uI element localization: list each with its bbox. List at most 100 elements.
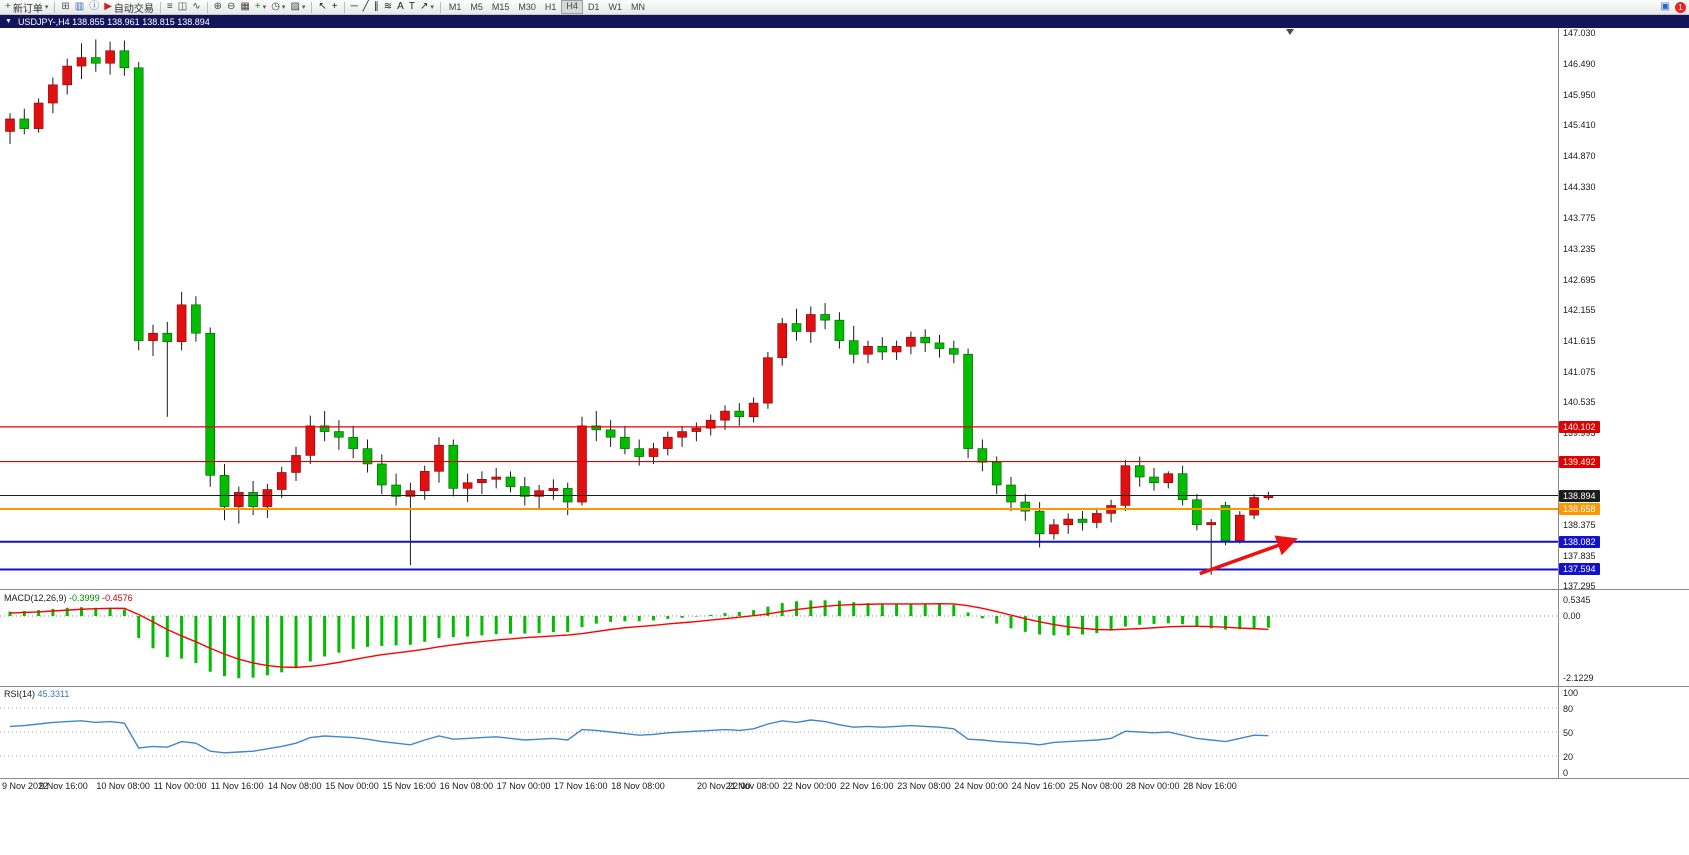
macd-signal-value: -0.4576 bbox=[102, 593, 133, 603]
price-axis-label: 147.030 bbox=[1563, 28, 1596, 39]
chevron-down-icon[interactable]: ▾ bbox=[281, 4, 286, 11]
price-axis-border bbox=[1558, 28, 1559, 794]
time-axis-label: 28 Nov 16:00 bbox=[1183, 781, 1237, 791]
rsi-panel-label: RSI(14) 45.3311 bbox=[4, 689, 69, 699]
chevron-down-icon[interactable]: ▾ bbox=[301, 4, 306, 11]
timeframe-button-mn[interactable]: MN bbox=[630, 2, 645, 12]
price-axis-label: 144.330 bbox=[1563, 181, 1596, 192]
chevron-down-icon[interactable]: ▾ bbox=[262, 4, 267, 11]
chart-title-bar[interactable]: ▼ USDJPY-,H4 138.855 138.961 138.815 138… bbox=[0, 15, 1689, 28]
add-indicator-icon: + bbox=[254, 1, 261, 12]
time-axis-label: 24 Nov 16:00 bbox=[1011, 781, 1066, 791]
fibonacci-button[interactable]: ≋ bbox=[382, 1, 394, 14]
candlestick-chart-button[interactable]: ◫ bbox=[176, 1, 189, 14]
community-icon: ▣ bbox=[1660, 1, 1670, 12]
channel-button[interactable]: ∥ bbox=[372, 1, 381, 14]
rsi-value: 45.3311 bbox=[37, 689, 70, 699]
zoom-in-button[interactable]: ⊕ bbox=[212, 1, 224, 14]
time-axis-label: 10 Nov 08:00 bbox=[96, 781, 150, 791]
time-axis-label: 15 Nov 16:00 bbox=[382, 781, 436, 791]
notifications-badge[interactable]: 1 bbox=[1675, 1, 1686, 13]
macd-main-value: -0.3999 bbox=[69, 593, 100, 603]
channel-icon: ∥ bbox=[373, 1, 379, 12]
price-tag-138.658: 138.658 bbox=[1559, 502, 1600, 515]
price-axis-label: 145.410 bbox=[1563, 120, 1596, 131]
periods-button[interactable]: ◷ ▾ bbox=[269, 1, 287, 14]
timeframe-button-m15[interactable]: M15 bbox=[491, 2, 510, 12]
pane-separator-rsi[interactable] bbox=[0, 686, 1689, 687]
autotrade-button-label: 自动交易 bbox=[113, 3, 154, 15]
macd-signal-line bbox=[9, 602, 1269, 669]
price-tag-139.492: 139.492 bbox=[1559, 455, 1600, 468]
zoom-out-icon: ⊖ bbox=[226, 1, 236, 12]
toolbar-separator bbox=[439, 1, 441, 13]
rsi-scale-label: 50 bbox=[1563, 728, 1574, 738]
arrows-button[interactable]: ↗ ▾ bbox=[418, 1, 436, 14]
timeframe-button-m1[interactable]: M1 bbox=[448, 2, 462, 12]
fibonacci-icon: ≋ bbox=[383, 1, 393, 12]
charts-window-button[interactable]: ⊞ bbox=[59, 1, 71, 14]
timeframe-button-m5[interactable]: M5 bbox=[470, 2, 483, 12]
line-chart-button[interactable]: ∿ bbox=[190, 1, 202, 14]
chart-menu-arrow-icon[interactable]: ▼ bbox=[5, 18, 12, 25]
price-axis[interactable]: 147.030 146.490 145.950 145.410 144.870 144.3… bbox=[1559, 28, 1689, 794]
time-axis-label: 20 Nov 22:00 bbox=[697, 781, 751, 791]
chevron-down-icon[interactable]: ▾ bbox=[44, 4, 49, 11]
macd-scale-label: -2.1229 bbox=[1563, 673, 1594, 684]
crosshair-button[interactable]: + bbox=[330, 1, 340, 14]
rsi-line bbox=[9, 719, 1269, 754]
timeframe-button-h4[interactable]: H4 bbox=[561, 0, 583, 14]
text-button[interactable]: A bbox=[395, 1, 406, 14]
toolbar-separator bbox=[343, 1, 345, 13]
autotrade-button[interactable]: ▶ 自动交易 bbox=[102, 1, 156, 15]
templates-button[interactable]: ▨ ▾ bbox=[288, 1, 307, 14]
hline-button[interactable]: ─ bbox=[349, 1, 360, 14]
rsi-panel-chart[interactable] bbox=[0, 688, 1558, 776]
time-axis-label: 9 Nov 16:00 bbox=[39, 781, 88, 791]
time-axis-label: 28 Nov 00:00 bbox=[1126, 781, 1180, 791]
zoom-out-button[interactable]: ⊖ bbox=[225, 1, 237, 14]
timeframe-button-w1[interactable]: W1 bbox=[608, 2, 622, 12]
time-axis-label: 9 Nov 2022 bbox=[2, 781, 49, 791]
price-axis-label: 143.235 bbox=[1563, 243, 1596, 254]
price-axis-label: 138.375 bbox=[1563, 520, 1596, 531]
text-icon: A bbox=[397, 1, 404, 12]
trend-arrow-annotation[interactable] bbox=[1199, 535, 1298, 576]
time-axis-label: 25 Nov 08:00 bbox=[1068, 781, 1123, 791]
timeframe-button-h1[interactable]: H1 bbox=[544, 2, 557, 12]
toolbar: + 新订单 ▾ ⊞ ▥ ⓘ ▶ 自动交易 ≡ ◫ ∿ ⊕ ⊖ ▦ + ▾ ◷ ▾ ▨ ▾ ↖ + ─ ╱ ∥ ≋ A T ↗ ▾ M1 M5 M… bbox=[0, 0, 1689, 15]
market-watch-button[interactable]: ▥ bbox=[73, 1, 86, 14]
price-chart[interactable] bbox=[0, 28, 1558, 589]
price-axis-label: 144.870 bbox=[1563, 150, 1596, 161]
price-axis-label: 137.295 bbox=[1563, 581, 1596, 592]
tile-windows-button[interactable]: ▦ bbox=[238, 1, 251, 14]
price-axis-label: 145.950 bbox=[1563, 89, 1596, 100]
pane-separator-macd[interactable] bbox=[0, 589, 1689, 590]
time-axis-label: 22 Nov 00:00 bbox=[782, 781, 837, 791]
candlestick-chart-icon: ◫ bbox=[177, 1, 188, 12]
rsi-scale-label: 0 bbox=[1563, 768, 1569, 778]
data-window-button[interactable]: ⓘ bbox=[87, 1, 101, 14]
cursor-button[interactable]: ↖ bbox=[316, 1, 328, 14]
zoom-in-icon: ⊕ bbox=[213, 1, 222, 12]
new-order-button[interactable]: + 新订单 ▾ bbox=[3, 1, 50, 15]
trendline-button[interactable]: ╱ bbox=[361, 1, 371, 14]
time-axis[interactable]: 9 Nov 2022 9 Nov 16:00 10 Nov 08:00 11 Nov … bbox=[0, 778, 1689, 795]
macd-panel-chart[interactable] bbox=[0, 592, 1558, 682]
label-button[interactable]: T bbox=[407, 1, 417, 14]
chevron-down-icon[interactable]: ▾ bbox=[430, 4, 434, 11]
time-axis-label: 11 Nov 00:00 bbox=[153, 781, 207, 791]
rsi-name: RSI(14) bbox=[4, 689, 36, 699]
bar-chart-button[interactable]: ≡ bbox=[165, 1, 175, 14]
time-axis-label: 23 Nov 08:00 bbox=[897, 781, 951, 791]
community-button[interactable]: ▣ bbox=[1659, 1, 1672, 14]
macd-scale-label: 0.5345 bbox=[1563, 595, 1591, 606]
price-axis-label: 140.535 bbox=[1563, 397, 1596, 408]
timeframe-button-m30[interactable]: M30 bbox=[518, 2, 536, 12]
rsi-scale-label: 80 bbox=[1563, 704, 1574, 714]
indicators-button[interactable]: + ▾ bbox=[253, 1, 268, 14]
timeframe-button-d1[interactable]: D1 bbox=[587, 2, 600, 12]
rsi-scale-label: 100 bbox=[1563, 688, 1579, 698]
price-axis-label: 146.490 bbox=[1563, 58, 1596, 69]
macd-panel-label: MACD(12,26,9) -0.3999 -0.4576 bbox=[4, 593, 133, 603]
